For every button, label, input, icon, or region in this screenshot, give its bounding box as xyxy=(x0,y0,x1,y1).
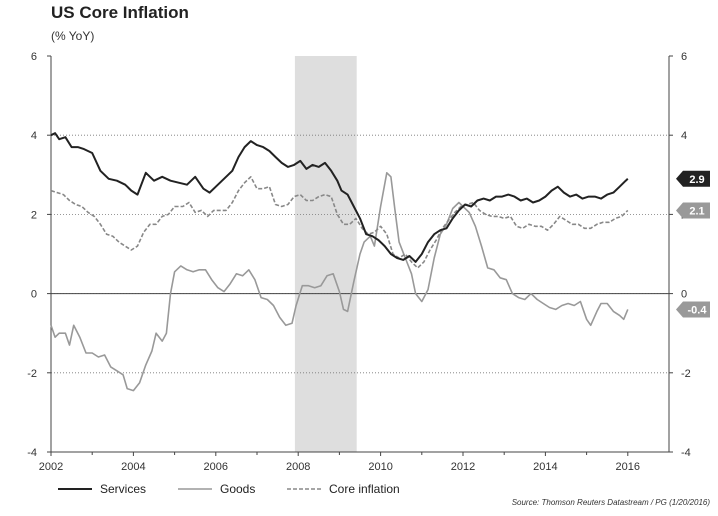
legend-label: Core inflation xyxy=(329,482,400,496)
end-value-label: -0.4 xyxy=(688,304,708,316)
series-line-services xyxy=(50,132,629,263)
y-tick-label-right: -4 xyxy=(681,447,691,459)
series-line-goods xyxy=(50,172,629,392)
y-tick-label-left: 2 xyxy=(31,209,37,221)
recession-shading xyxy=(294,56,357,452)
end-value-tag xyxy=(676,301,710,318)
y-tick-label-right: 0 xyxy=(681,289,687,301)
end-value-tag xyxy=(676,170,710,187)
x-tick-label: 2016 xyxy=(616,461,640,473)
x-tick-label: 2008 xyxy=(286,461,310,473)
x-tick-label: 2010 xyxy=(368,461,392,473)
end-value-label: 2.9 xyxy=(689,174,704,186)
legend-label: Services xyxy=(100,482,146,496)
end-value-tag xyxy=(676,202,710,219)
x-tick-label: 2004 xyxy=(121,461,145,473)
legend-label: Goods xyxy=(220,482,255,496)
y-tick-label-right: 6 xyxy=(681,51,687,63)
end-value-label: 2.1 xyxy=(689,205,704,217)
y-tick-label-left: 4 xyxy=(31,130,37,142)
chart-subtitle: (% YoY) xyxy=(51,29,95,43)
x-tick-label: 2014 xyxy=(533,461,557,473)
source-note: Source: Thomson Reuters Datastream / PG … xyxy=(511,498,710,507)
x-tick-label: 2006 xyxy=(204,461,228,473)
x-tick-label: 2002 xyxy=(39,461,63,473)
y-tick-label-right: -2 xyxy=(681,368,691,380)
y-tick-label-left: -4 xyxy=(27,447,37,459)
y-tick-label-left: -2 xyxy=(27,368,37,380)
y-tick-label-left: 0 xyxy=(31,289,37,301)
chart-title: US Core Inflation xyxy=(51,3,189,22)
x-tick-label: 2012 xyxy=(451,461,475,473)
y-tick-label-right: 4 xyxy=(681,130,687,142)
y-tick-label-left: 6 xyxy=(31,51,37,63)
